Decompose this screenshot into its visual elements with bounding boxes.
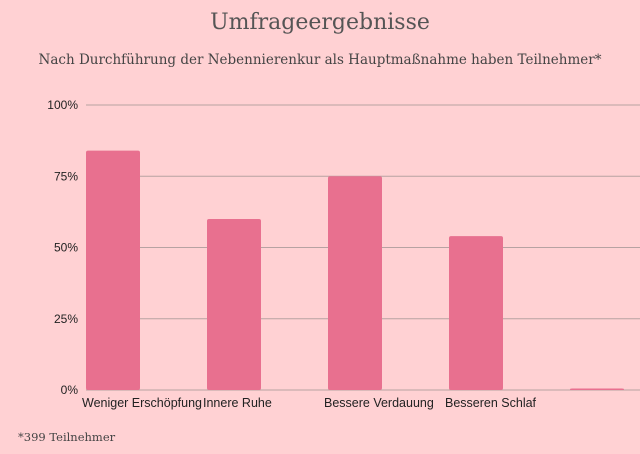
bar (86, 150, 140, 390)
bar (449, 236, 503, 390)
y-tick-label: 50% (54, 241, 78, 255)
chart-title: Umfrageergebnisse (210, 10, 430, 35)
x-category-label: Besseren Schlaf (445, 396, 537, 410)
x-category-label: Weniger Erschöpfung (82, 396, 202, 410)
bar (328, 176, 382, 390)
y-tick-label: 25% (54, 312, 78, 326)
x-category-label: Innere Ruhe (203, 396, 272, 410)
y-tick-label: 75% (54, 169, 78, 183)
y-tick-label: 100% (47, 98, 78, 112)
footnote: *399 Teilnehmer (18, 430, 116, 444)
x-category-label: Bessere Verdauung (324, 396, 434, 410)
y-tick-label: 0% (61, 383, 79, 397)
chart-subtitle: Nach Durchführung der Nebennierenkur als… (38, 52, 602, 68)
bar (570, 388, 624, 390)
bar (207, 219, 261, 390)
